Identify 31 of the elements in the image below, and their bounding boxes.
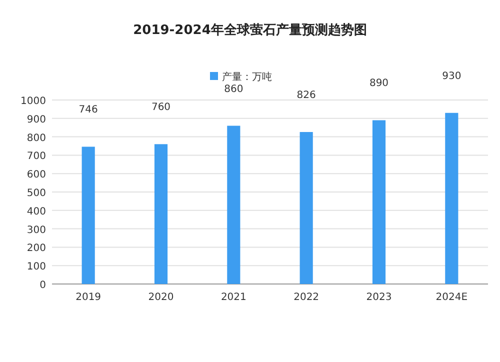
- y-tick-label: 900: [26, 114, 46, 126]
- y-tick-label: 100: [26, 262, 46, 273]
- data-label: 760: [151, 102, 171, 114]
- y-tick-label: 500: [26, 188, 46, 199]
- y-tick-label: 800: [26, 132, 46, 144]
- y-tick-label: 200: [26, 243, 46, 254]
- bar: [227, 126, 240, 284]
- x-tick-label: 2023: [366, 292, 392, 303]
- x-tick-label: 2021: [220, 292, 246, 303]
- x-tick-label: 2020: [148, 292, 174, 303]
- bar: [445, 112, 458, 284]
- x-tick-label: 2022: [294, 292, 320, 303]
- data-label: 826: [296, 90, 316, 102]
- data-label: 890: [369, 78, 389, 90]
- data-label: 860: [224, 84, 244, 95]
- y-tick-label: 1000: [20, 96, 46, 107]
- x-tick-label: 2024E: [436, 292, 468, 303]
- data-label: 930: [442, 70, 462, 82]
- y-tick-label: 700: [26, 151, 46, 162]
- bar: [372, 120, 386, 284]
- y-tick-label: 600: [26, 170, 46, 181]
- y-tick-label: 300: [26, 224, 46, 236]
- y-tick-label: 0: [40, 280, 46, 291]
- legend-label: 产量：万吨: [222, 71, 272, 83]
- bar: [154, 144, 168, 284]
- chart-title: 2019-2024年全球萤石产量预测趋势图: [133, 22, 367, 38]
- bar: [82, 146, 95, 284]
- y-tick-label: 400: [26, 206, 46, 218]
- x-tick-label: 2019: [76, 292, 102, 303]
- bar: [300, 132, 313, 284]
- data-label: 746: [78, 104, 98, 116]
